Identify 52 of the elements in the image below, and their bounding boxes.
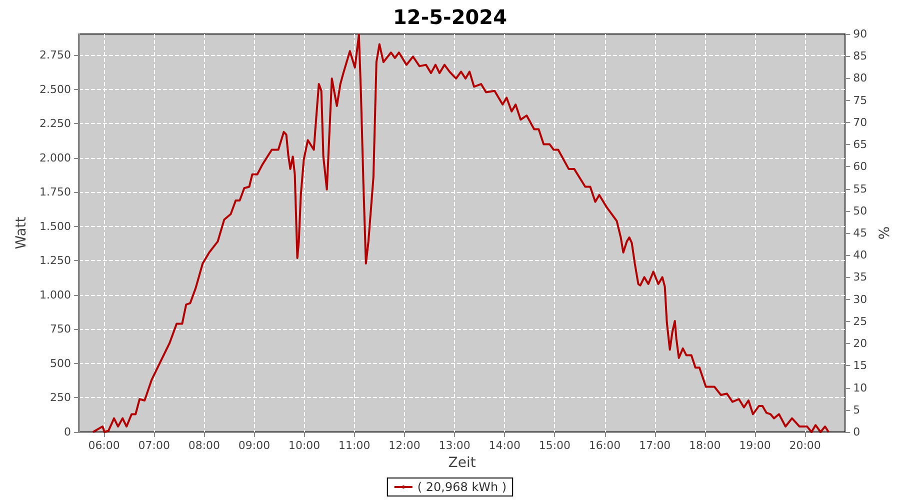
x-tick-label: 20:00 bbox=[789, 439, 821, 452]
y2-tick-label: 80 bbox=[853, 72, 868, 85]
y2-tick-label: 30 bbox=[853, 292, 868, 306]
x-tick-label: 13:00 bbox=[438, 439, 470, 452]
x-tick-label: 14:00 bbox=[488, 439, 520, 452]
y-tick-label: 1.250 bbox=[40, 254, 71, 268]
y-tick-label: 2.250 bbox=[40, 117, 71, 130]
x-tick-label: 18:00 bbox=[689, 439, 721, 452]
y2-tick-label: 75 bbox=[853, 94, 868, 107]
y-tick-label: 1.000 bbox=[40, 288, 71, 302]
x-tick-label: 12:00 bbox=[388, 439, 420, 452]
y2-tick-label: 15 bbox=[853, 359, 868, 372]
y2-tick-label: 20 bbox=[853, 337, 868, 350]
line-series bbox=[92, 34, 830, 433]
y2-tick-label: 55 bbox=[853, 182, 868, 196]
x-tick-label: 08:00 bbox=[188, 439, 220, 452]
y-tick-label: 750 bbox=[50, 322, 71, 336]
legend-label: ( 20,968 kWh ) bbox=[417, 480, 507, 494]
x-tick-label: 17:00 bbox=[638, 439, 671, 452]
y2-tick-label: 85 bbox=[853, 50, 868, 63]
y2-axis-title: % bbox=[877, 226, 893, 240]
chart-title: 12-5-2024 bbox=[392, 5, 508, 29]
y2-tick-label: 45 bbox=[853, 226, 868, 240]
y2-tick-label: 0 bbox=[853, 426, 860, 438]
x-tick-label: 11:00 bbox=[338, 439, 370, 452]
y2-tick-label: 40 bbox=[853, 248, 868, 262]
x-tick-label: 09:00 bbox=[238, 439, 270, 452]
x-tick-label: 07:00 bbox=[138, 439, 170, 452]
y-tick-label: 500 bbox=[50, 356, 71, 370]
y-tick-label: 1.750 bbox=[40, 186, 71, 199]
y-tick-label: 1.500 bbox=[40, 220, 71, 233]
y2-tick-label: 35 bbox=[853, 270, 868, 284]
y2-tick-label: 10 bbox=[853, 381, 868, 394]
y-tick-label: 250 bbox=[50, 391, 71, 404]
y2-tick-label: 70 bbox=[853, 116, 868, 129]
x-tick-label: 10:00 bbox=[288, 439, 320, 452]
y2-tick-label: 90 bbox=[853, 28, 868, 40]
y-tick-label: 2.000 bbox=[40, 151, 71, 164]
x-tick-label: 16:00 bbox=[588, 439, 621, 452]
y-tick-label: 2.500 bbox=[40, 82, 71, 96]
y2-tick-label: 60 bbox=[853, 160, 868, 174]
y2-tick-label: 65 bbox=[853, 138, 868, 152]
y-tick-label: 2.750 bbox=[40, 48, 71, 62]
y-tick-label: 0 bbox=[64, 426, 71, 438]
x-axis-title: Zeit bbox=[448, 455, 476, 471]
y2-tick-label: 5 bbox=[853, 403, 860, 416]
x-tick-label: 19:00 bbox=[739, 439, 771, 452]
y2-tick-label: 50 bbox=[853, 204, 868, 218]
y2-tick-label: 25 bbox=[853, 314, 868, 328]
y-axis-title: Watt bbox=[14, 216, 30, 250]
x-tick-label: 15:00 bbox=[538, 439, 571, 452]
x-tick-label: 06:00 bbox=[88, 439, 120, 452]
